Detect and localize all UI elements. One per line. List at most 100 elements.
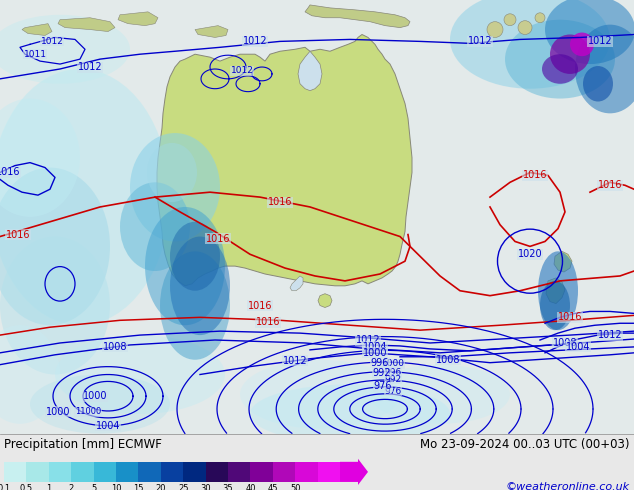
- Ellipse shape: [450, 0, 610, 89]
- Text: 11000: 11000: [75, 408, 101, 416]
- Circle shape: [535, 13, 545, 23]
- Ellipse shape: [570, 32, 594, 56]
- Bar: [205, 462, 228, 482]
- Bar: [116, 462, 138, 482]
- Text: 1011: 1011: [23, 49, 46, 59]
- Ellipse shape: [538, 251, 578, 330]
- Text: 25: 25: [178, 484, 188, 490]
- Polygon shape: [118, 12, 158, 25]
- Ellipse shape: [505, 20, 615, 98]
- Ellipse shape: [575, 24, 634, 113]
- Text: 1000: 1000: [83, 391, 107, 401]
- Text: 30: 30: [200, 484, 211, 490]
- Text: 976: 976: [374, 381, 392, 392]
- Polygon shape: [58, 18, 115, 31]
- Text: 1008: 1008: [103, 342, 127, 352]
- Text: 5: 5: [91, 484, 96, 490]
- Text: 20: 20: [155, 484, 166, 490]
- Text: 1012: 1012: [243, 36, 268, 47]
- Text: 50: 50: [290, 484, 301, 490]
- Bar: [94, 462, 116, 482]
- Ellipse shape: [147, 143, 197, 202]
- Text: 1000: 1000: [46, 407, 70, 417]
- Polygon shape: [318, 294, 332, 308]
- Polygon shape: [305, 5, 410, 27]
- Text: 1012: 1012: [598, 330, 623, 340]
- Circle shape: [504, 14, 516, 25]
- Text: 1016: 1016: [598, 180, 622, 190]
- Text: 1008: 1008: [436, 355, 460, 365]
- Text: 996: 996: [384, 368, 401, 377]
- Text: 35: 35: [223, 484, 233, 490]
- Text: Precipitation [mm] ECMWF: Precipitation [mm] ECMWF: [4, 438, 162, 451]
- Bar: [71, 462, 94, 482]
- Text: 1016: 1016: [558, 312, 582, 322]
- Polygon shape: [290, 276, 303, 291]
- Text: 1012: 1012: [231, 67, 254, 75]
- Text: 1012: 1012: [41, 37, 63, 46]
- Bar: [49, 462, 71, 482]
- Bar: [27, 462, 49, 482]
- Text: 1000: 1000: [382, 359, 404, 368]
- Text: 0.1: 0.1: [0, 484, 11, 490]
- Bar: [161, 462, 183, 482]
- Ellipse shape: [0, 69, 170, 325]
- Polygon shape: [157, 34, 412, 286]
- Polygon shape: [554, 251, 572, 272]
- Bar: [4, 462, 27, 482]
- Bar: [250, 462, 273, 482]
- Text: ©weatheronline.co.uk: ©weatheronline.co.uk: [506, 482, 630, 490]
- Bar: [138, 462, 161, 482]
- Text: 1012: 1012: [468, 36, 493, 47]
- Ellipse shape: [545, 0, 634, 64]
- Text: 992: 992: [384, 374, 401, 384]
- Text: 1012: 1012: [283, 356, 307, 366]
- Text: 1008: 1008: [553, 338, 577, 348]
- Bar: [318, 462, 340, 482]
- Polygon shape: [195, 25, 228, 37]
- Bar: [228, 462, 250, 482]
- Ellipse shape: [0, 98, 80, 217]
- Ellipse shape: [550, 34, 590, 74]
- Text: 1016: 1016: [206, 234, 230, 244]
- Text: 15: 15: [133, 484, 144, 490]
- Text: 1016: 1016: [248, 300, 272, 311]
- Text: 996: 996: [371, 358, 389, 368]
- Text: 1004: 1004: [363, 342, 387, 352]
- Text: 1016: 1016: [256, 318, 280, 327]
- Ellipse shape: [540, 281, 570, 330]
- Ellipse shape: [170, 237, 230, 335]
- Text: 1016: 1016: [268, 197, 292, 207]
- Ellipse shape: [0, 15, 130, 84]
- Polygon shape: [22, 24, 52, 35]
- Ellipse shape: [120, 182, 190, 271]
- Text: 0.5: 0.5: [20, 484, 33, 490]
- Text: 10: 10: [111, 484, 121, 490]
- Ellipse shape: [542, 54, 578, 84]
- Ellipse shape: [145, 207, 225, 325]
- Text: 1: 1: [46, 484, 51, 490]
- Ellipse shape: [250, 384, 450, 443]
- Text: 1020: 1020: [518, 249, 542, 259]
- Text: 2: 2: [68, 484, 74, 490]
- Ellipse shape: [160, 251, 230, 360]
- Ellipse shape: [130, 133, 220, 242]
- Text: 976: 976: [384, 387, 401, 396]
- FancyArrow shape: [340, 459, 368, 485]
- Ellipse shape: [55, 335, 225, 414]
- Bar: [273, 462, 295, 482]
- Bar: [295, 462, 318, 482]
- Text: 1016: 1016: [0, 168, 20, 177]
- Ellipse shape: [240, 360, 400, 429]
- Ellipse shape: [30, 374, 170, 434]
- Ellipse shape: [0, 168, 110, 325]
- Text: 1012: 1012: [588, 36, 612, 47]
- Text: Mo 23-09-2024 00..03 UTC (00+03): Mo 23-09-2024 00..03 UTC (00+03): [420, 438, 630, 451]
- Polygon shape: [546, 278, 565, 303]
- Text: 1004: 1004: [96, 421, 120, 431]
- Text: 1000: 1000: [363, 348, 387, 358]
- Ellipse shape: [0, 325, 60, 424]
- Polygon shape: [298, 51, 322, 91]
- Text: 1004: 1004: [566, 342, 590, 352]
- Text: 40: 40: [245, 484, 256, 490]
